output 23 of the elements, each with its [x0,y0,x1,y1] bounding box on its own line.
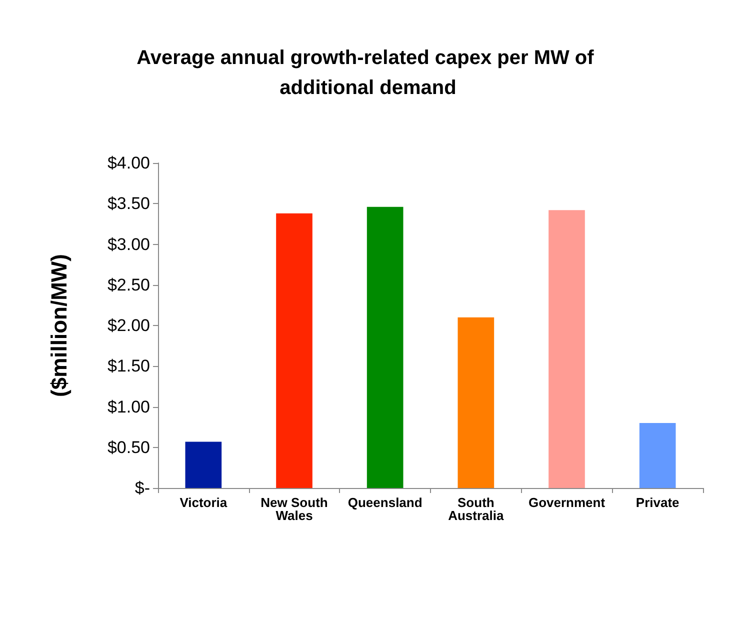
chart-title: Average annual growth-related capex per MW of additional demand [136,47,600,99]
bar [458,317,494,488]
y-tick-label: $4.00 [107,154,150,172]
y-tick-label: $0.50 [107,438,150,457]
y-tick-label: $3.50 [107,194,150,214]
y-tick-label: $3.00 [107,234,150,254]
y-tick-label: $1.00 [107,397,150,416]
bar [548,210,585,488]
y-tick-label: $2.50 [107,275,150,294]
bar [276,213,312,488]
x-tick-label: Queensland [348,495,422,510]
y-tick-label: $1.50 [107,356,150,376]
x-tick-label: New South Wales [260,495,328,523]
bar [639,423,676,488]
y-tick-label: $2.00 [107,316,150,335]
bar [366,206,404,488]
x-tick-label: Victoria [180,495,228,510]
x-tick-label: Government [528,495,606,510]
bar [185,442,222,488]
x-tick-label: South Australia [448,495,504,523]
y-tick-label: $- [134,478,150,498]
x-tick-label: Private [636,495,680,510]
y-axis-title: ($million/MW) [46,254,72,397]
